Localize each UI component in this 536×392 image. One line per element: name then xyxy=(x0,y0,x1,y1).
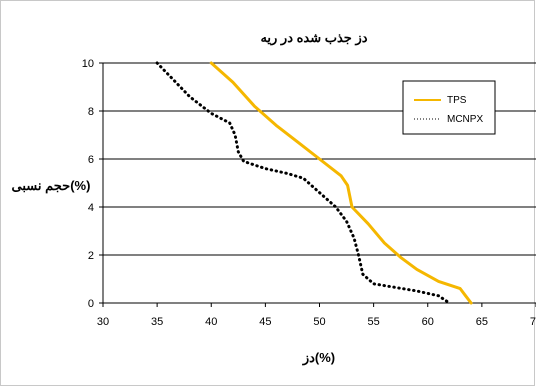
x-tick-label: 35 xyxy=(151,316,163,328)
x-tick-label: 55 xyxy=(368,316,380,328)
legend-box xyxy=(402,80,496,135)
legend-label-tps: TPS xyxy=(447,95,467,106)
series-layer xyxy=(155,61,473,305)
x-tick-label: 45 xyxy=(259,316,271,328)
x-tick-label: 30 xyxy=(97,316,109,328)
x-tick-label: 60 xyxy=(422,316,434,328)
series-line-tps xyxy=(209,61,473,305)
x-tick-label: 50 xyxy=(313,316,325,328)
chart-title: دز جذب شده در ریه xyxy=(260,30,367,46)
y-tick-label: 6 xyxy=(88,154,94,166)
series-line-mcnpx xyxy=(155,61,451,305)
y-tick-label: 2 xyxy=(88,250,94,262)
x-tick-label: 40 xyxy=(205,316,217,328)
x-axis-label: دز(%) xyxy=(302,350,335,366)
axis-layer xyxy=(99,62,536,307)
legend-label-mcnpx: MCNPX xyxy=(447,114,483,125)
legend: TPS MCNPX xyxy=(402,80,496,135)
x-tick-label: 65 xyxy=(476,316,488,328)
tick-layer: 0 2 4 6 8 10 30 35 40 45 50 55 60 65 70 xyxy=(82,58,536,328)
y-tick-label: 8 xyxy=(88,106,94,118)
y-tick-label: 10 xyxy=(82,58,94,70)
y-axis-label: حجم نسبی(%) xyxy=(12,178,91,194)
y-tick-label: 0 xyxy=(88,298,94,310)
y-tick-label: 4 xyxy=(88,202,94,214)
x-tick-label: 70 xyxy=(530,316,536,328)
